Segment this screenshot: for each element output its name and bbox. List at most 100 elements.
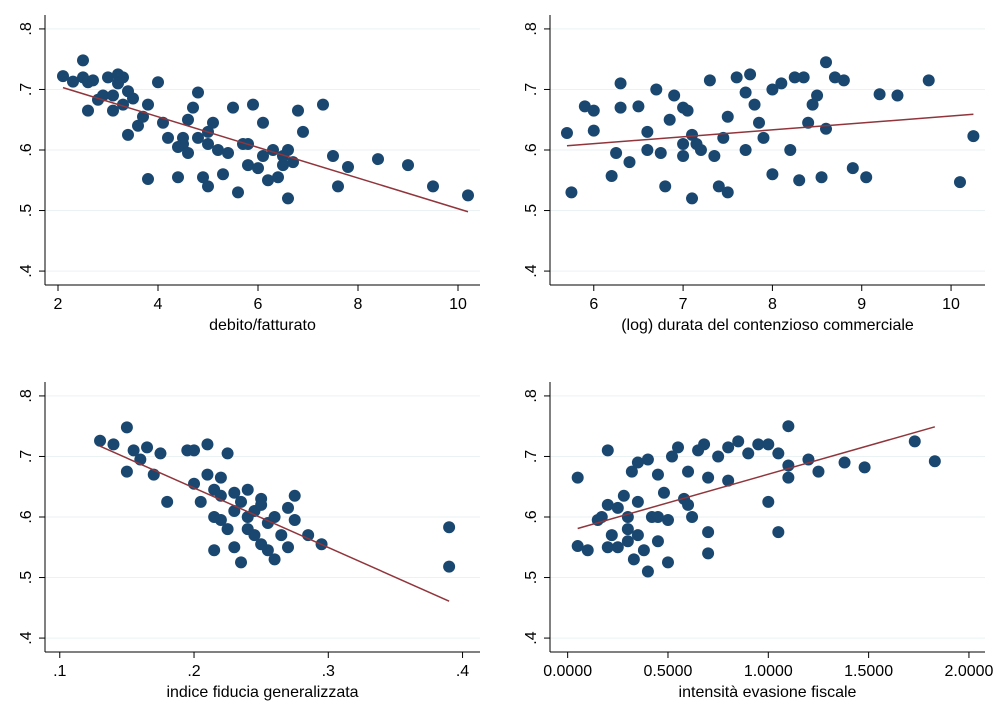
point (686, 192, 699, 205)
point (812, 465, 825, 478)
point (782, 420, 795, 433)
point (141, 441, 154, 454)
x-tick-label: 2 (54, 296, 63, 313)
x-tick-label: 10 (942, 296, 960, 313)
point (860, 171, 873, 184)
point (922, 74, 935, 87)
point (288, 514, 301, 527)
point (702, 547, 715, 560)
point (659, 180, 672, 193)
point (722, 474, 735, 487)
point (235, 495, 248, 508)
x-tick-label: 9 (857, 296, 866, 313)
point (277, 150, 289, 163)
point (721, 186, 734, 199)
point (793, 174, 806, 187)
point (232, 186, 244, 199)
point (663, 113, 676, 126)
point (188, 444, 201, 457)
point (268, 553, 281, 566)
point (641, 565, 654, 578)
x-axis-label: debito/fatturato (209, 317, 316, 334)
point (67, 75, 79, 88)
point (820, 122, 833, 135)
point (235, 556, 248, 569)
point (702, 471, 715, 484)
point (443, 521, 456, 534)
point (192, 86, 204, 99)
point (837, 74, 850, 87)
x-tick-label: 1.5000 (844, 663, 893, 680)
point (297, 125, 309, 138)
point (571, 540, 584, 553)
point (578, 100, 591, 113)
point (665, 450, 678, 463)
x-tick-label: .2 (187, 663, 200, 680)
point (651, 468, 664, 481)
fit-line (62, 86, 469, 213)
x-tick-label: .1 (53, 663, 66, 680)
point (247, 98, 259, 111)
fit-line (566, 113, 974, 147)
y-tick-label: .4 (523, 264, 540, 277)
point (282, 541, 295, 554)
point (967, 130, 980, 143)
y-tick-label: .5 (523, 204, 540, 217)
point (838, 456, 851, 469)
point (152, 76, 164, 89)
point (272, 171, 284, 184)
point (732, 435, 745, 448)
point (288, 489, 301, 502)
y-tick-label: .5 (18, 571, 35, 584)
point (627, 553, 640, 566)
point (207, 116, 219, 129)
point (891, 89, 904, 102)
point (277, 159, 289, 172)
y-tick-label: .8 (18, 22, 35, 35)
point (694, 144, 707, 156)
point (772, 526, 785, 539)
point (443, 560, 456, 573)
point (631, 456, 644, 469)
point (565, 186, 578, 199)
point (654, 147, 667, 160)
point (873, 88, 886, 101)
point (107, 89, 119, 102)
point (142, 98, 154, 111)
point (762, 495, 775, 508)
point (677, 137, 690, 150)
point (142, 173, 154, 186)
point (661, 514, 674, 527)
point (717, 131, 730, 144)
point (686, 128, 699, 141)
x-axis-label: (log) durata del contenzioso commerciale (621, 317, 914, 334)
point (120, 421, 133, 434)
point (82, 104, 94, 117)
point (605, 170, 618, 183)
point (268, 511, 281, 523)
point (641, 453, 654, 466)
point (372, 153, 384, 166)
point (605, 529, 618, 542)
point (611, 541, 624, 554)
point (282, 501, 295, 514)
point (858, 461, 871, 474)
point (587, 124, 600, 137)
point (702, 526, 715, 539)
point (221, 523, 234, 536)
point (208, 544, 221, 557)
point (766, 168, 779, 181)
y-tick-label: .6 (18, 510, 35, 523)
point (742, 447, 755, 460)
point (610, 147, 623, 160)
point (587, 104, 600, 117)
point (637, 544, 650, 557)
x-tick-label: 6 (589, 296, 598, 313)
point (820, 56, 833, 69)
point (201, 468, 214, 481)
x-tick-label: 7 (679, 296, 688, 313)
point (57, 70, 69, 83)
point (766, 83, 779, 96)
y-tick-label: .8 (523, 22, 540, 35)
point (651, 511, 664, 523)
